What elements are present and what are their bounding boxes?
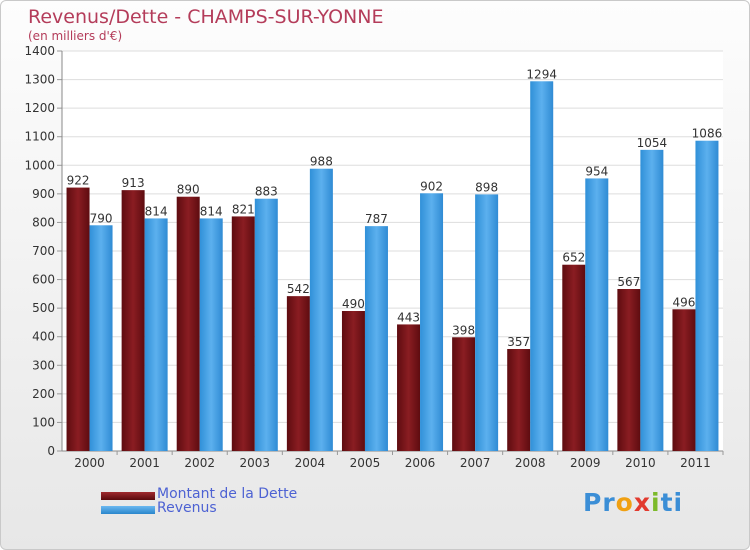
bar-dette xyxy=(617,289,641,451)
data-label: 790 xyxy=(90,211,113,225)
legend-swatch-dette xyxy=(101,492,155,500)
logo-letter: o xyxy=(615,488,634,517)
logo-letter: t xyxy=(660,488,674,517)
y-tick-label: 500 xyxy=(32,301,55,315)
bar-revenus xyxy=(530,81,554,452)
bar-dette xyxy=(562,264,586,451)
bar-dette xyxy=(507,349,531,451)
x-tick-label: 2006 xyxy=(405,456,436,470)
x-tick-label: 2001 xyxy=(129,456,160,470)
legend-swatch-revenus xyxy=(101,506,155,514)
data-label: 814 xyxy=(200,204,223,218)
data-label: 1086 xyxy=(692,127,723,141)
bar-revenus xyxy=(364,226,388,451)
data-label: 902 xyxy=(420,179,443,193)
bar-revenus xyxy=(254,198,278,451)
bar-dette xyxy=(121,190,145,451)
data-label: 496 xyxy=(673,295,696,309)
bar-dette xyxy=(397,324,421,451)
bar-revenus xyxy=(199,218,223,451)
data-label: 913 xyxy=(122,176,145,190)
data-label: 898 xyxy=(475,180,498,194)
bar-dette xyxy=(176,196,200,451)
y-tick-label: 800 xyxy=(32,215,55,229)
bar-revenus xyxy=(585,178,609,451)
y-tick-label: 1200 xyxy=(24,101,55,115)
y-tick-label: 300 xyxy=(32,358,55,372)
bar-dette xyxy=(66,187,90,452)
y-tick-label: 0 xyxy=(47,444,55,458)
bar-revenus xyxy=(89,225,113,451)
data-label: 883 xyxy=(255,185,278,199)
x-tick-label: 2004 xyxy=(295,456,326,470)
x-tick-label: 2005 xyxy=(350,456,381,470)
bar-revenus xyxy=(695,140,719,451)
y-tick-label: 1000 xyxy=(24,158,55,172)
data-label: 1294 xyxy=(526,67,557,81)
x-tick-label: 2011 xyxy=(680,456,711,470)
data-label: 443 xyxy=(397,310,420,324)
x-tick-label: 2002 xyxy=(184,456,215,470)
y-tick-label: 1100 xyxy=(24,130,55,144)
x-tick-label: 2000 xyxy=(74,456,105,470)
data-label: 652 xyxy=(562,251,585,265)
bar-revenus xyxy=(144,218,168,451)
x-tick-label: 2008 xyxy=(515,456,546,470)
bar-dette xyxy=(341,311,365,451)
chart-title: Revenus/Dette - CHAMPS-SUR-YONNE xyxy=(28,6,384,28)
data-label: 787 xyxy=(365,212,388,226)
logo-letter: P xyxy=(583,488,603,517)
y-tick-label: 100 xyxy=(32,415,55,429)
y-tick-label: 1400 xyxy=(24,44,55,58)
legend-label-revenus: Revenus xyxy=(157,500,217,516)
logo-letter: i xyxy=(673,488,684,517)
data-label: 890 xyxy=(177,183,200,197)
bar-dette xyxy=(672,309,696,451)
chart-subtitle: (en milliers d'€) xyxy=(28,29,123,43)
data-label: 1054 xyxy=(637,136,668,150)
x-tick-label: 2003 xyxy=(240,456,271,470)
logo-letter: r xyxy=(602,488,616,517)
y-tick-label: 600 xyxy=(32,273,55,287)
bar-dette xyxy=(452,337,476,451)
bar-revenus xyxy=(475,194,499,451)
y-tick-label: 1300 xyxy=(24,73,55,87)
legend-label-dette: Montant de la Dette xyxy=(157,486,298,502)
logo-letter: i xyxy=(651,488,661,517)
data-label: 567 xyxy=(617,275,640,289)
y-tick-label: 700 xyxy=(32,244,55,258)
bar-dette xyxy=(286,296,310,451)
data-label: 490 xyxy=(342,297,365,311)
data-label: 821 xyxy=(232,202,255,216)
proxiti-logo: Proxiti xyxy=(583,488,683,517)
data-label: 357 xyxy=(507,335,530,349)
data-label: 398 xyxy=(452,323,475,337)
x-tick-label: 2010 xyxy=(625,456,656,470)
bar-revenus xyxy=(640,149,664,451)
x-tick-label: 2009 xyxy=(570,456,601,470)
x-tick-label: 2007 xyxy=(460,456,491,470)
data-label: 814 xyxy=(145,204,168,218)
bar-revenus xyxy=(420,193,444,452)
y-tick-label: 900 xyxy=(32,187,55,201)
bar-dette xyxy=(231,216,255,451)
data-label: 954 xyxy=(585,164,608,178)
data-label: 922 xyxy=(67,174,90,188)
bar-revenus xyxy=(309,168,333,451)
logo-letter: x xyxy=(633,488,651,517)
data-label: 988 xyxy=(310,155,333,169)
y-tick-label: 200 xyxy=(32,387,55,401)
data-label: 542 xyxy=(287,282,310,296)
y-tick-label: 400 xyxy=(32,330,55,344)
